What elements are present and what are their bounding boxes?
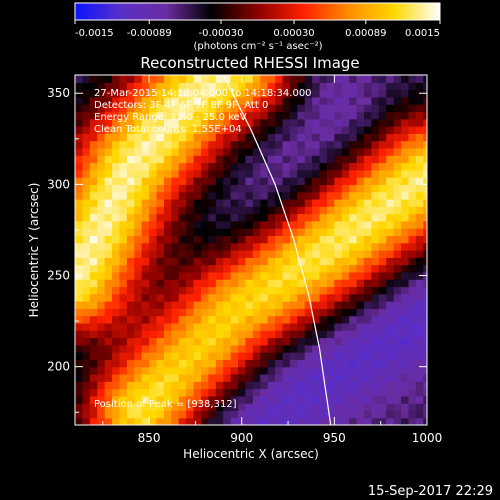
y-tick-label: 350 [47, 86, 70, 100]
colorbar-tick-label: 0.00030 [273, 28, 314, 39]
y-axis-label: Heliocentric Y (arcsec) [27, 183, 41, 318]
info-energy-range: Energy Range: 12.0 - 25.0 keV [94, 112, 247, 123]
colorbar-tick-label: -0.00030 [199, 28, 244, 39]
y-tick-label: 250 [47, 269, 70, 283]
x-tick-label: 1000 [412, 431, 443, 445]
plot-frame [74, 74, 428, 426]
colorbar: -0.0015 -0.00089 -0.00030 0.00030 0.00089 0.0… [74, 2, 441, 52]
chart-title: Reconstructed RHESSI Image [140, 54, 359, 72]
plot-area: 850 900 950 1000 200 250 300 350 [47, 74, 442, 445]
colorbar-ticks: -0.0015 -0.00089 -0.00030 0.00030 0.00089 0.0… [74, 20, 441, 39]
solar-limb-curve [222, 75, 332, 425]
x-tick-label: 900 [230, 431, 253, 445]
info-time-range: 27-Mar-2015 14:18:04.000 to 14:18:34.000 [94, 88, 312, 99]
y-tick-label: 300 [47, 177, 70, 191]
colorbar-tick-label: 0.00089 [345, 28, 386, 39]
info-detectors: Detectors: 3F 4F 6F 7F 8F 9F, Att 0 [94, 100, 268, 111]
colorbar-tick-label: -0.0015 [75, 28, 114, 39]
observation-info: 27-Mar-2015 14:18:04.000 to 14:18:34.000… [94, 88, 312, 135]
colorbar-tick-label: -0.00089 [127, 28, 172, 39]
colorbar-unit-label: (photons cm⁻² s⁻¹ asec⁻²) [193, 41, 322, 52]
colorbar-gradient [74, 2, 441, 21]
y-tick-label: 200 [47, 360, 70, 374]
x-tick-label: 850 [138, 431, 161, 445]
axis-ticks: 850 900 950 1000 200 250 300 350 [47, 75, 442, 445]
render-timestamp: 15-Sep-2017 22:29 [368, 484, 493, 499]
peak-position-label: Position of Peak = [938,312] [94, 399, 237, 410]
x-tick-label: 950 [323, 431, 346, 445]
heatmap-image [75, 75, 427, 425]
x-axis-label: Heliocentric X (arcsec) [183, 447, 319, 461]
colorbar-tick-label: 0.0015 [405, 28, 440, 39]
info-clean-counts: Clean Total counts: 1.55E+04 [94, 124, 242, 135]
